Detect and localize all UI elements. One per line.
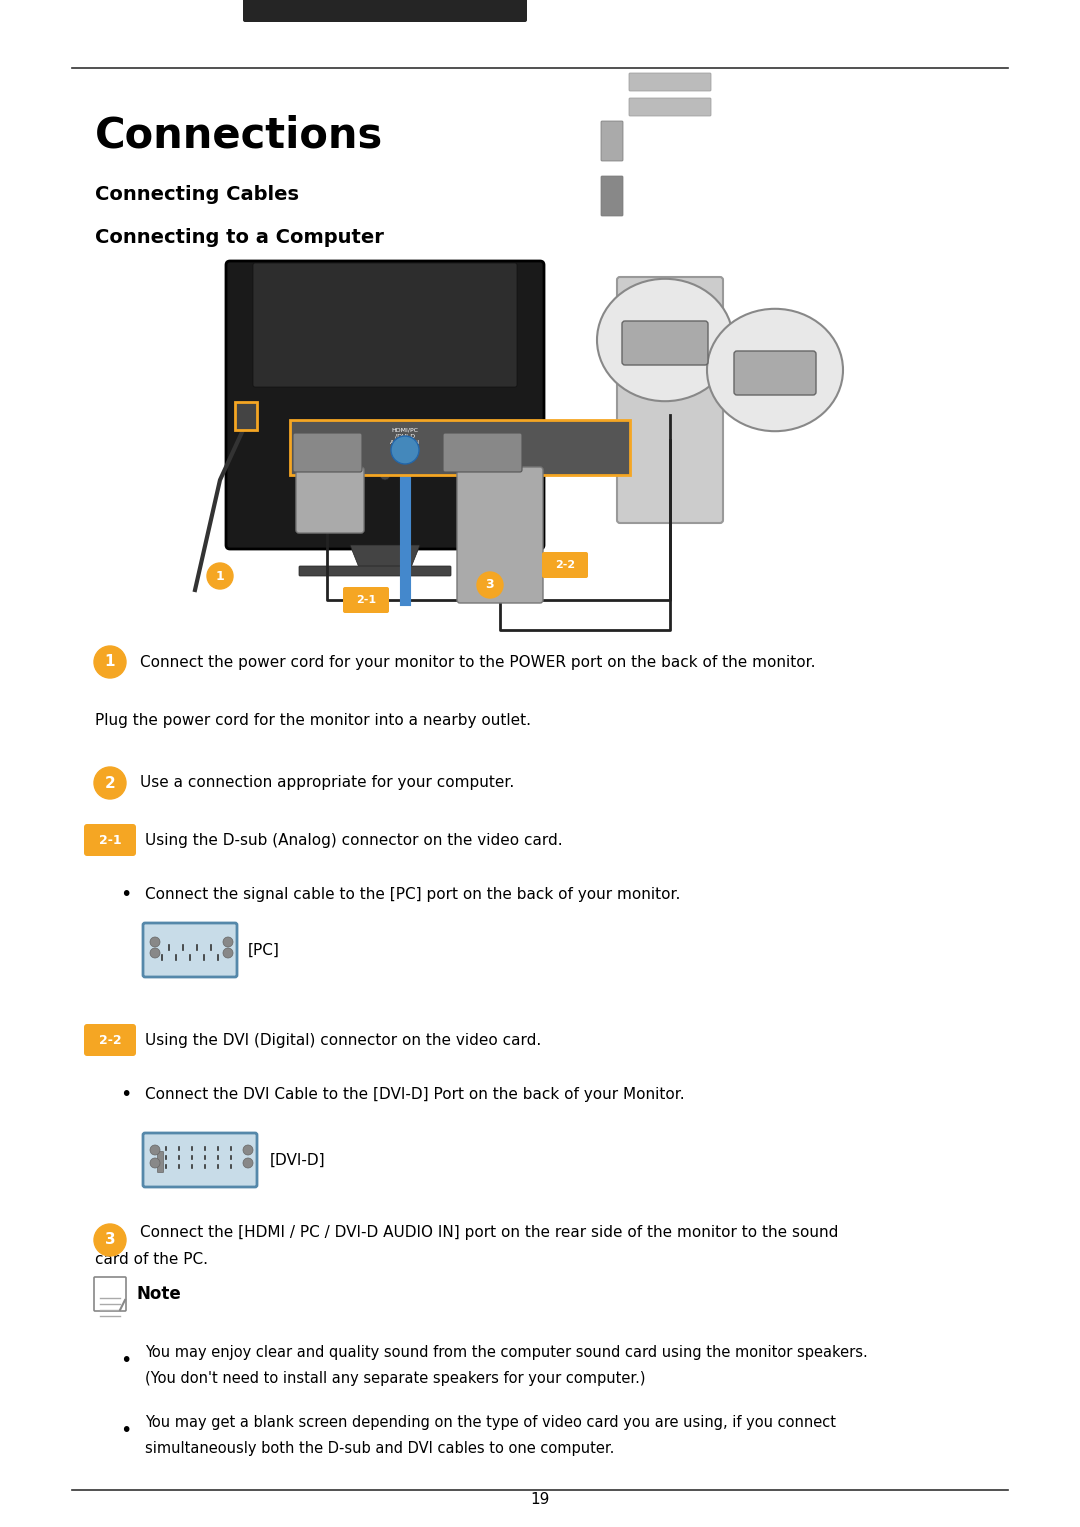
Text: Using the DVI (Digital) connector on the video card.: Using the DVI (Digital) connector on the… bbox=[145, 1032, 541, 1048]
Circle shape bbox=[94, 767, 126, 799]
FancyBboxPatch shape bbox=[293, 434, 362, 472]
Circle shape bbox=[150, 1157, 160, 1168]
FancyBboxPatch shape bbox=[457, 467, 543, 603]
Text: [DVI-D]: [DVI-D] bbox=[270, 1153, 326, 1168]
Text: 3: 3 bbox=[105, 1232, 116, 1248]
Text: Connections: Connections bbox=[95, 115, 383, 157]
FancyBboxPatch shape bbox=[226, 261, 544, 550]
Circle shape bbox=[150, 938, 160, 947]
FancyBboxPatch shape bbox=[243, 0, 527, 21]
Text: 2-1: 2-1 bbox=[356, 596, 376, 605]
Text: 1: 1 bbox=[216, 570, 225, 582]
Text: simultaneously both the D-sub and DVI cables to one computer.: simultaneously both the D-sub and DVI ca… bbox=[145, 1440, 615, 1455]
FancyBboxPatch shape bbox=[443, 434, 522, 472]
Text: Connect the signal cable to the [PC] port on the back of your monitor.: Connect the signal cable to the [PC] por… bbox=[145, 887, 680, 902]
Circle shape bbox=[243, 1145, 253, 1154]
Text: 2-2: 2-2 bbox=[555, 560, 575, 570]
FancyBboxPatch shape bbox=[253, 263, 517, 386]
Text: DVI-D: DVI-D bbox=[468, 435, 492, 444]
Circle shape bbox=[477, 573, 503, 599]
Polygon shape bbox=[350, 545, 420, 570]
FancyBboxPatch shape bbox=[343, 586, 389, 612]
Text: 2-2: 2-2 bbox=[98, 1034, 121, 1046]
FancyBboxPatch shape bbox=[629, 73, 711, 92]
FancyBboxPatch shape bbox=[94, 1277, 126, 1312]
Text: Note: Note bbox=[136, 1286, 180, 1303]
Text: Connecting Cables: Connecting Cables bbox=[95, 185, 299, 205]
FancyBboxPatch shape bbox=[542, 551, 588, 579]
FancyBboxPatch shape bbox=[734, 351, 816, 395]
FancyBboxPatch shape bbox=[617, 276, 723, 524]
Text: 3: 3 bbox=[486, 579, 495, 591]
FancyBboxPatch shape bbox=[158, 1151, 163, 1173]
FancyBboxPatch shape bbox=[84, 1025, 136, 1057]
Text: HDMI/PC
/DVI-D
AUDIO IN: HDMI/PC /DVI-D AUDIO IN bbox=[391, 428, 419, 444]
Circle shape bbox=[94, 646, 126, 678]
Circle shape bbox=[380, 470, 390, 479]
Text: Connect the [HDMI / PC / DVI-D AUDIO IN] port on the rear side of the monitor to: Connect the [HDMI / PC / DVI-D AUDIO IN]… bbox=[140, 1226, 838, 1240]
FancyBboxPatch shape bbox=[143, 1133, 257, 1186]
Circle shape bbox=[391, 437, 419, 464]
Circle shape bbox=[222, 938, 233, 947]
Ellipse shape bbox=[707, 308, 843, 431]
Text: •: • bbox=[120, 1350, 132, 1370]
FancyBboxPatch shape bbox=[143, 922, 237, 977]
Text: You may enjoy clear and quality sound from the computer sound card using the mon: You may enjoy clear and quality sound fr… bbox=[145, 1344, 867, 1359]
Text: Plug the power cord for the monitor into a nearby outlet.: Plug the power cord for the monitor into… bbox=[95, 713, 531, 727]
FancyBboxPatch shape bbox=[296, 467, 364, 533]
Text: You may get a blank screen depending on the type of video card you are using, if: You may get a blank screen depending on … bbox=[145, 1414, 836, 1429]
Circle shape bbox=[243, 1157, 253, 1168]
FancyBboxPatch shape bbox=[629, 98, 711, 116]
Circle shape bbox=[94, 1225, 126, 1257]
Text: Connecting to a Computer: Connecting to a Computer bbox=[95, 228, 383, 247]
FancyBboxPatch shape bbox=[600, 121, 623, 160]
Ellipse shape bbox=[597, 279, 733, 402]
Text: 19: 19 bbox=[530, 1492, 550, 1507]
Circle shape bbox=[222, 948, 233, 957]
Text: card of the PC.: card of the PC. bbox=[95, 1252, 208, 1267]
FancyBboxPatch shape bbox=[299, 567, 451, 576]
FancyBboxPatch shape bbox=[235, 402, 257, 431]
FancyBboxPatch shape bbox=[600, 176, 623, 215]
Text: PC: PC bbox=[320, 435, 330, 444]
Text: SAMSUNG: SAMSUNG bbox=[341, 428, 429, 443]
Circle shape bbox=[150, 1145, 160, 1154]
Text: [PC]: [PC] bbox=[248, 942, 280, 957]
Text: •: • bbox=[120, 1420, 132, 1440]
FancyBboxPatch shape bbox=[84, 825, 136, 857]
Text: •: • bbox=[120, 1086, 132, 1104]
FancyBboxPatch shape bbox=[291, 420, 630, 475]
Text: Using the D-sub (Analog) connector on the video card.: Using the D-sub (Analog) connector on th… bbox=[145, 832, 563, 847]
Text: 2: 2 bbox=[105, 776, 116, 791]
Text: (You don't need to install any separate speakers for your computer.): (You don't need to install any separate … bbox=[145, 1371, 646, 1385]
Text: 2-1: 2-1 bbox=[98, 834, 121, 846]
Text: Use a connection appropriate for your computer.: Use a connection appropriate for your co… bbox=[140, 776, 514, 791]
Circle shape bbox=[207, 563, 233, 589]
Circle shape bbox=[150, 948, 160, 957]
FancyBboxPatch shape bbox=[622, 321, 708, 365]
Text: Connect the power cord for your monitor to the POWER port on the back of the mon: Connect the power cord for your monitor … bbox=[140, 655, 815, 669]
Text: Connect the DVI Cable to the [DVI-D] Port on the back of your Monitor.: Connect the DVI Cable to the [DVI-D] Por… bbox=[145, 1087, 685, 1102]
Text: •: • bbox=[120, 886, 132, 904]
Text: 1: 1 bbox=[105, 655, 116, 669]
